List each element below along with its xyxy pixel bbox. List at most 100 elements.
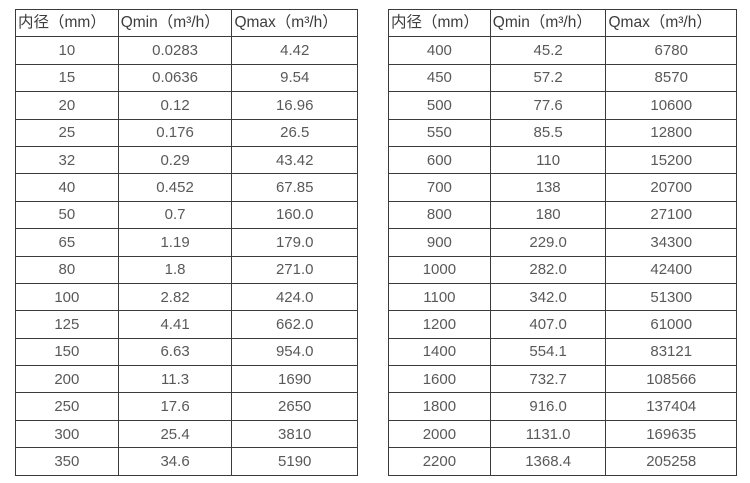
table-cell: 110 <box>489 145 607 175</box>
table-cell: 0.176 <box>117 118 233 147</box>
table-cell: 25.4 <box>117 419 233 449</box>
table-row: 550 85.5 12800 <box>388 118 737 147</box>
table-cell: 16.96 <box>231 91 359 120</box>
table-cell: 2.82 <box>117 282 233 312</box>
table-cell: 4.41 <box>117 310 233 339</box>
table-cell: 1368.4 <box>489 447 607 476</box>
table-cell: 25 <box>15 118 119 147</box>
table-row: 350 34.6 5190 <box>15 447 359 476</box>
table-cell: 2200 <box>388 447 491 476</box>
table-row: 65 1.19 179.0 <box>15 228 359 257</box>
table-cell: 300 <box>15 419 119 449</box>
table-cell: 407.0 <box>489 310 607 339</box>
table-cell: 1100 <box>388 282 491 312</box>
table-cell: 954.0 <box>231 337 359 367</box>
column-header: 内径（mm） <box>15 8 119 38</box>
table-cell: 342.0 <box>489 282 607 312</box>
table-cell: 150 <box>15 337 119 367</box>
table-cell: 916.0 <box>489 392 607 421</box>
table-cell: 11.3 <box>117 365 233 394</box>
table-cell: 205258 <box>605 447 737 476</box>
table-cell: 0.452 <box>117 173 233 202</box>
table-cell: 200 <box>15 365 119 394</box>
table-cell: 9.54 <box>231 63 359 93</box>
table-row: 100 2.82 424.0 <box>15 282 359 312</box>
table-cell: 1200 <box>388 310 491 339</box>
table-cell: 26.5 <box>231 118 359 147</box>
table-cell: 662.0 <box>231 310 359 339</box>
table-cell: 10 <box>15 36 119 65</box>
table-cell: 0.7 <box>117 200 233 230</box>
table-cell: 550 <box>388 118 491 147</box>
table-cell: 450 <box>388 63 491 93</box>
table-row: 1200 407.0 61000 <box>388 310 737 339</box>
table-row: 300 25.4 3810 <box>15 419 359 449</box>
table-cell: 900 <box>388 228 491 257</box>
table-cell: 400 <box>388 36 491 65</box>
table-cell: 34.6 <box>117 447 233 476</box>
table-cell: 554.1 <box>489 337 607 367</box>
table-cell: 1000 <box>388 255 491 284</box>
table-row: 200 11.3 1690 <box>15 365 359 394</box>
flow-rate-table-small-diameters: 内径（mm） Qmin（m³/h） Qmax（m³/h） 10 0.0283 4.42 1… <box>15 8 359 476</box>
table-cell: 32 <box>15 145 119 175</box>
table-cell: 42400 <box>605 255 737 284</box>
table-cell: 6780 <box>605 36 737 65</box>
table-cell: 43.42 <box>231 145 359 175</box>
table-row: 500 77.6 10600 <box>388 91 737 120</box>
table-cell: 2000 <box>388 419 491 449</box>
table-cell: 2650 <box>231 392 359 421</box>
table-cell: 20 <box>15 91 119 120</box>
table-cell: 350 <box>15 447 119 476</box>
table-cell: 800 <box>388 200 491 230</box>
table-cell: 0.0283 <box>117 36 233 65</box>
column-header: Qmin（m³/h） <box>117 8 233 38</box>
table-cell: 4.42 <box>231 36 359 65</box>
table-row: 15 0.0636 9.54 <box>15 63 359 93</box>
table-row: 1100 342.0 51300 <box>388 282 737 312</box>
table-cell: 20700 <box>605 173 737 202</box>
table-cell: 1131.0 <box>489 419 607 449</box>
table-cell: 50 <box>15 200 119 230</box>
table-cell: 83121 <box>605 337 737 367</box>
table-row: 1800 916.0 137404 <box>388 392 737 421</box>
table-row: 400 45.2 6780 <box>388 36 737 65</box>
table-row: 600 110 15200 <box>388 145 737 175</box>
table-cell: 0.0636 <box>117 63 233 93</box>
table-row: 900 229.0 34300 <box>388 228 737 257</box>
table-cell: 15 <box>15 63 119 93</box>
table-cell: 5190 <box>231 447 359 476</box>
column-header: 内径（mm） <box>388 8 491 38</box>
table-cell: 1.19 <box>117 228 233 257</box>
table-cell: 10600 <box>605 91 737 120</box>
column-header: Qmin（m³/h） <box>489 8 607 38</box>
column-header: Qmax（m³/h） <box>605 8 737 38</box>
table-cell: 500 <box>388 91 491 120</box>
table-row: 32 0.29 43.42 <box>15 145 359 175</box>
table-cell: 80 <box>15 255 119 284</box>
table-cell: 65 <box>15 228 119 257</box>
table-cell: 51300 <box>605 282 737 312</box>
table-row: 25 0.176 26.5 <box>15 118 359 147</box>
table-cell: 3810 <box>231 419 359 449</box>
table-cell: 17.6 <box>117 392 233 421</box>
table-cell: 61000 <box>605 310 737 339</box>
table-cell: 27100 <box>605 200 737 230</box>
table-cell: 108566 <box>605 365 737 394</box>
table-cell: 12800 <box>605 118 737 147</box>
table-cell: 179.0 <box>231 228 359 257</box>
table-cell: 45.2 <box>489 36 607 65</box>
table-row: 700 138 20700 <box>388 173 737 202</box>
table-row: 125 4.41 662.0 <box>15 310 359 339</box>
header-row: 内径（mm） Qmin（m³/h） Qmax（m³/h） <box>15 8 359 38</box>
table-row: 1600 732.7 108566 <box>388 365 737 394</box>
table-cell: 1400 <box>388 337 491 367</box>
table-cell: 40 <box>15 173 119 202</box>
table-cell: 1800 <box>388 392 491 421</box>
table-cell: 100 <box>15 282 119 312</box>
table-cell: 169635 <box>605 419 737 449</box>
header-row: 内径（mm） Qmin（m³/h） Qmax（m³/h） <box>388 8 737 38</box>
table-row: 1000 282.0 42400 <box>388 255 737 284</box>
table-row: 250 17.6 2650 <box>15 392 359 421</box>
